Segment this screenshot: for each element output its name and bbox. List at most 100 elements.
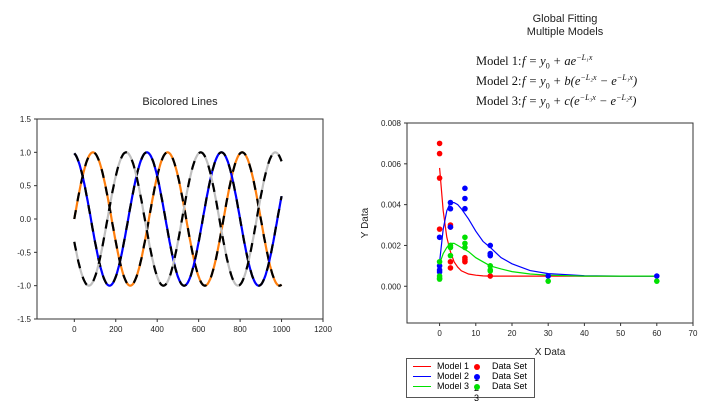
data-point-set-1 [436, 150, 443, 157]
x-tick-label: 800 [233, 325, 247, 334]
legend-label: Model 2 [437, 371, 470, 381]
x-tick-label: 400 [151, 325, 165, 334]
data-point-set-2 [653, 273, 660, 279]
data-point-set-2 [447, 224, 454, 230]
legend-line-swatch [413, 365, 431, 368]
equation-term: − e [595, 94, 617, 109]
model-curve-1 [439, 167, 657, 277]
x-tick-label: 20 [508, 329, 517, 338]
y-tick-label: -1.5 [17, 315, 31, 324]
y-tick-label: 0.004 [381, 201, 402, 210]
y-tick-label: 0.5 [20, 182, 32, 191]
legend-line-swatch [413, 385, 431, 388]
equation-model-3: Model 3:f = y0 + c(e−L₃x − e−L₂x) [476, 88, 637, 111]
data-point-set-2 [436, 263, 443, 269]
legend-label: Model 1 [437, 361, 470, 371]
data-point-set-3 [447, 252, 454, 259]
equation-term: 0 [545, 61, 550, 71]
data-point-set-2 [487, 252, 494, 259]
x-tick-label: 600 [192, 325, 206, 334]
legend-marker-swatch [474, 383, 480, 390]
x-tick-label: 40 [580, 329, 589, 338]
x-tick-label: 30 [544, 329, 553, 338]
equation-term: −L₂x [580, 73, 597, 82]
equation-label: Model 2: [476, 74, 522, 89]
equation-term: 0 [545, 101, 550, 111]
equation-term: + ae [549, 54, 577, 69]
x-tick-label: 200 [109, 325, 123, 334]
y-tick-label: 0.000 [381, 282, 402, 291]
data-point-set-3 [462, 240, 468, 247]
chart-title-line: Multiple Models [527, 26, 604, 38]
equation-term: = y [525, 54, 546, 69]
data-point-set-2 [462, 185, 468, 192]
legend-line-swatch [413, 375, 431, 378]
chart-title: Bicolored Lines [142, 96, 218, 108]
data-point-set-2 [462, 205, 468, 212]
data-point-set-3 [653, 278, 660, 284]
equation-model-2: Model 2:f = y0 + b(e−L₂x − e−L₁x) [476, 68, 638, 91]
x-axis-label: X Data [535, 347, 566, 358]
y-tick-label: 0.002 [381, 241, 402, 250]
data-point-set-2 [447, 199, 454, 206]
data-point-set-1 [436, 175, 443, 181]
equation-term: −L₂x [616, 93, 633, 102]
data-point-set-3 [436, 276, 443, 282]
equation-term: = y [525, 74, 546, 89]
equation-term: − e [596, 74, 617, 89]
data-point-set-3 [487, 268, 494, 274]
legend-item-data-set-3: Data Set 3 [474, 380, 534, 403]
y-tick-label: -1.0 [17, 282, 31, 291]
legend-label: Data Set 3 [474, 381, 528, 403]
data-point-set-1 [436, 140, 443, 147]
equation-term: −L₁x [576, 53, 593, 62]
plot-frame [36, 118, 324, 320]
x-tick-label: 1000 [273, 325, 291, 334]
x-tick-label: 70 [689, 329, 698, 338]
equation-term: ) [632, 74, 638, 89]
y-tick-label: 0.006 [381, 160, 402, 169]
data-point-set-2 [487, 242, 494, 249]
data-point-set-1 [487, 273, 494, 279]
data-point-set-2 [436, 269, 443, 275]
x-tick-label: 50 [616, 329, 625, 338]
legend-item-model-2: Model 2 [413, 370, 469, 382]
data-point-set-2 [436, 234, 443, 241]
data-point-set-1 [462, 258, 468, 265]
y-tick-label: 0.0 [20, 215, 32, 224]
y-axis-label: Y Data [360, 207, 371, 238]
y-tick-label: 1.0 [20, 148, 32, 157]
equation-term: 0 [545, 81, 550, 91]
x-tick-label: 1200 [314, 325, 332, 334]
data-point-set-3 [436, 258, 443, 265]
x-tick-label: 0 [437, 329, 442, 338]
data-point-set-2 [545, 273, 551, 279]
equation-term: ) [632, 94, 637, 109]
series-line-color-b-3 [73, 151, 283, 287]
data-point-set-3 [487, 263, 494, 269]
equation-term: −L₃x [579, 93, 596, 102]
data-point-set-1 [436, 226, 443, 232]
equation-term: f [522, 74, 526, 89]
chart-title-line: Global Fitting [533, 13, 598, 25]
data-point-set-1 [447, 265, 454, 271]
legend-marker-swatch [474, 373, 480, 380]
equation-term: = y [525, 94, 546, 109]
model-curve-3 [439, 242, 657, 277]
x-tick-label: 60 [652, 329, 661, 338]
x-tick-label: 10 [471, 329, 480, 338]
model-curve-2 [439, 202, 657, 277]
data-point-set-3 [462, 234, 468, 241]
x-tick-label: 0 [72, 325, 77, 334]
equation-term: −L₁x [616, 73, 633, 82]
legend-item-model-3: Model 3 [413, 380, 469, 392]
data-point-set-2 [462, 195, 468, 202]
equation-term: + c(e [549, 94, 580, 109]
data-point-set-2 [447, 205, 454, 212]
data-point-set-3 [447, 244, 454, 251]
equation-term: f [522, 54, 526, 69]
equation-label: Model 1: [476, 54, 522, 69]
equation-term: f [522, 94, 526, 109]
y-tick-label: -0.5 [17, 248, 31, 257]
